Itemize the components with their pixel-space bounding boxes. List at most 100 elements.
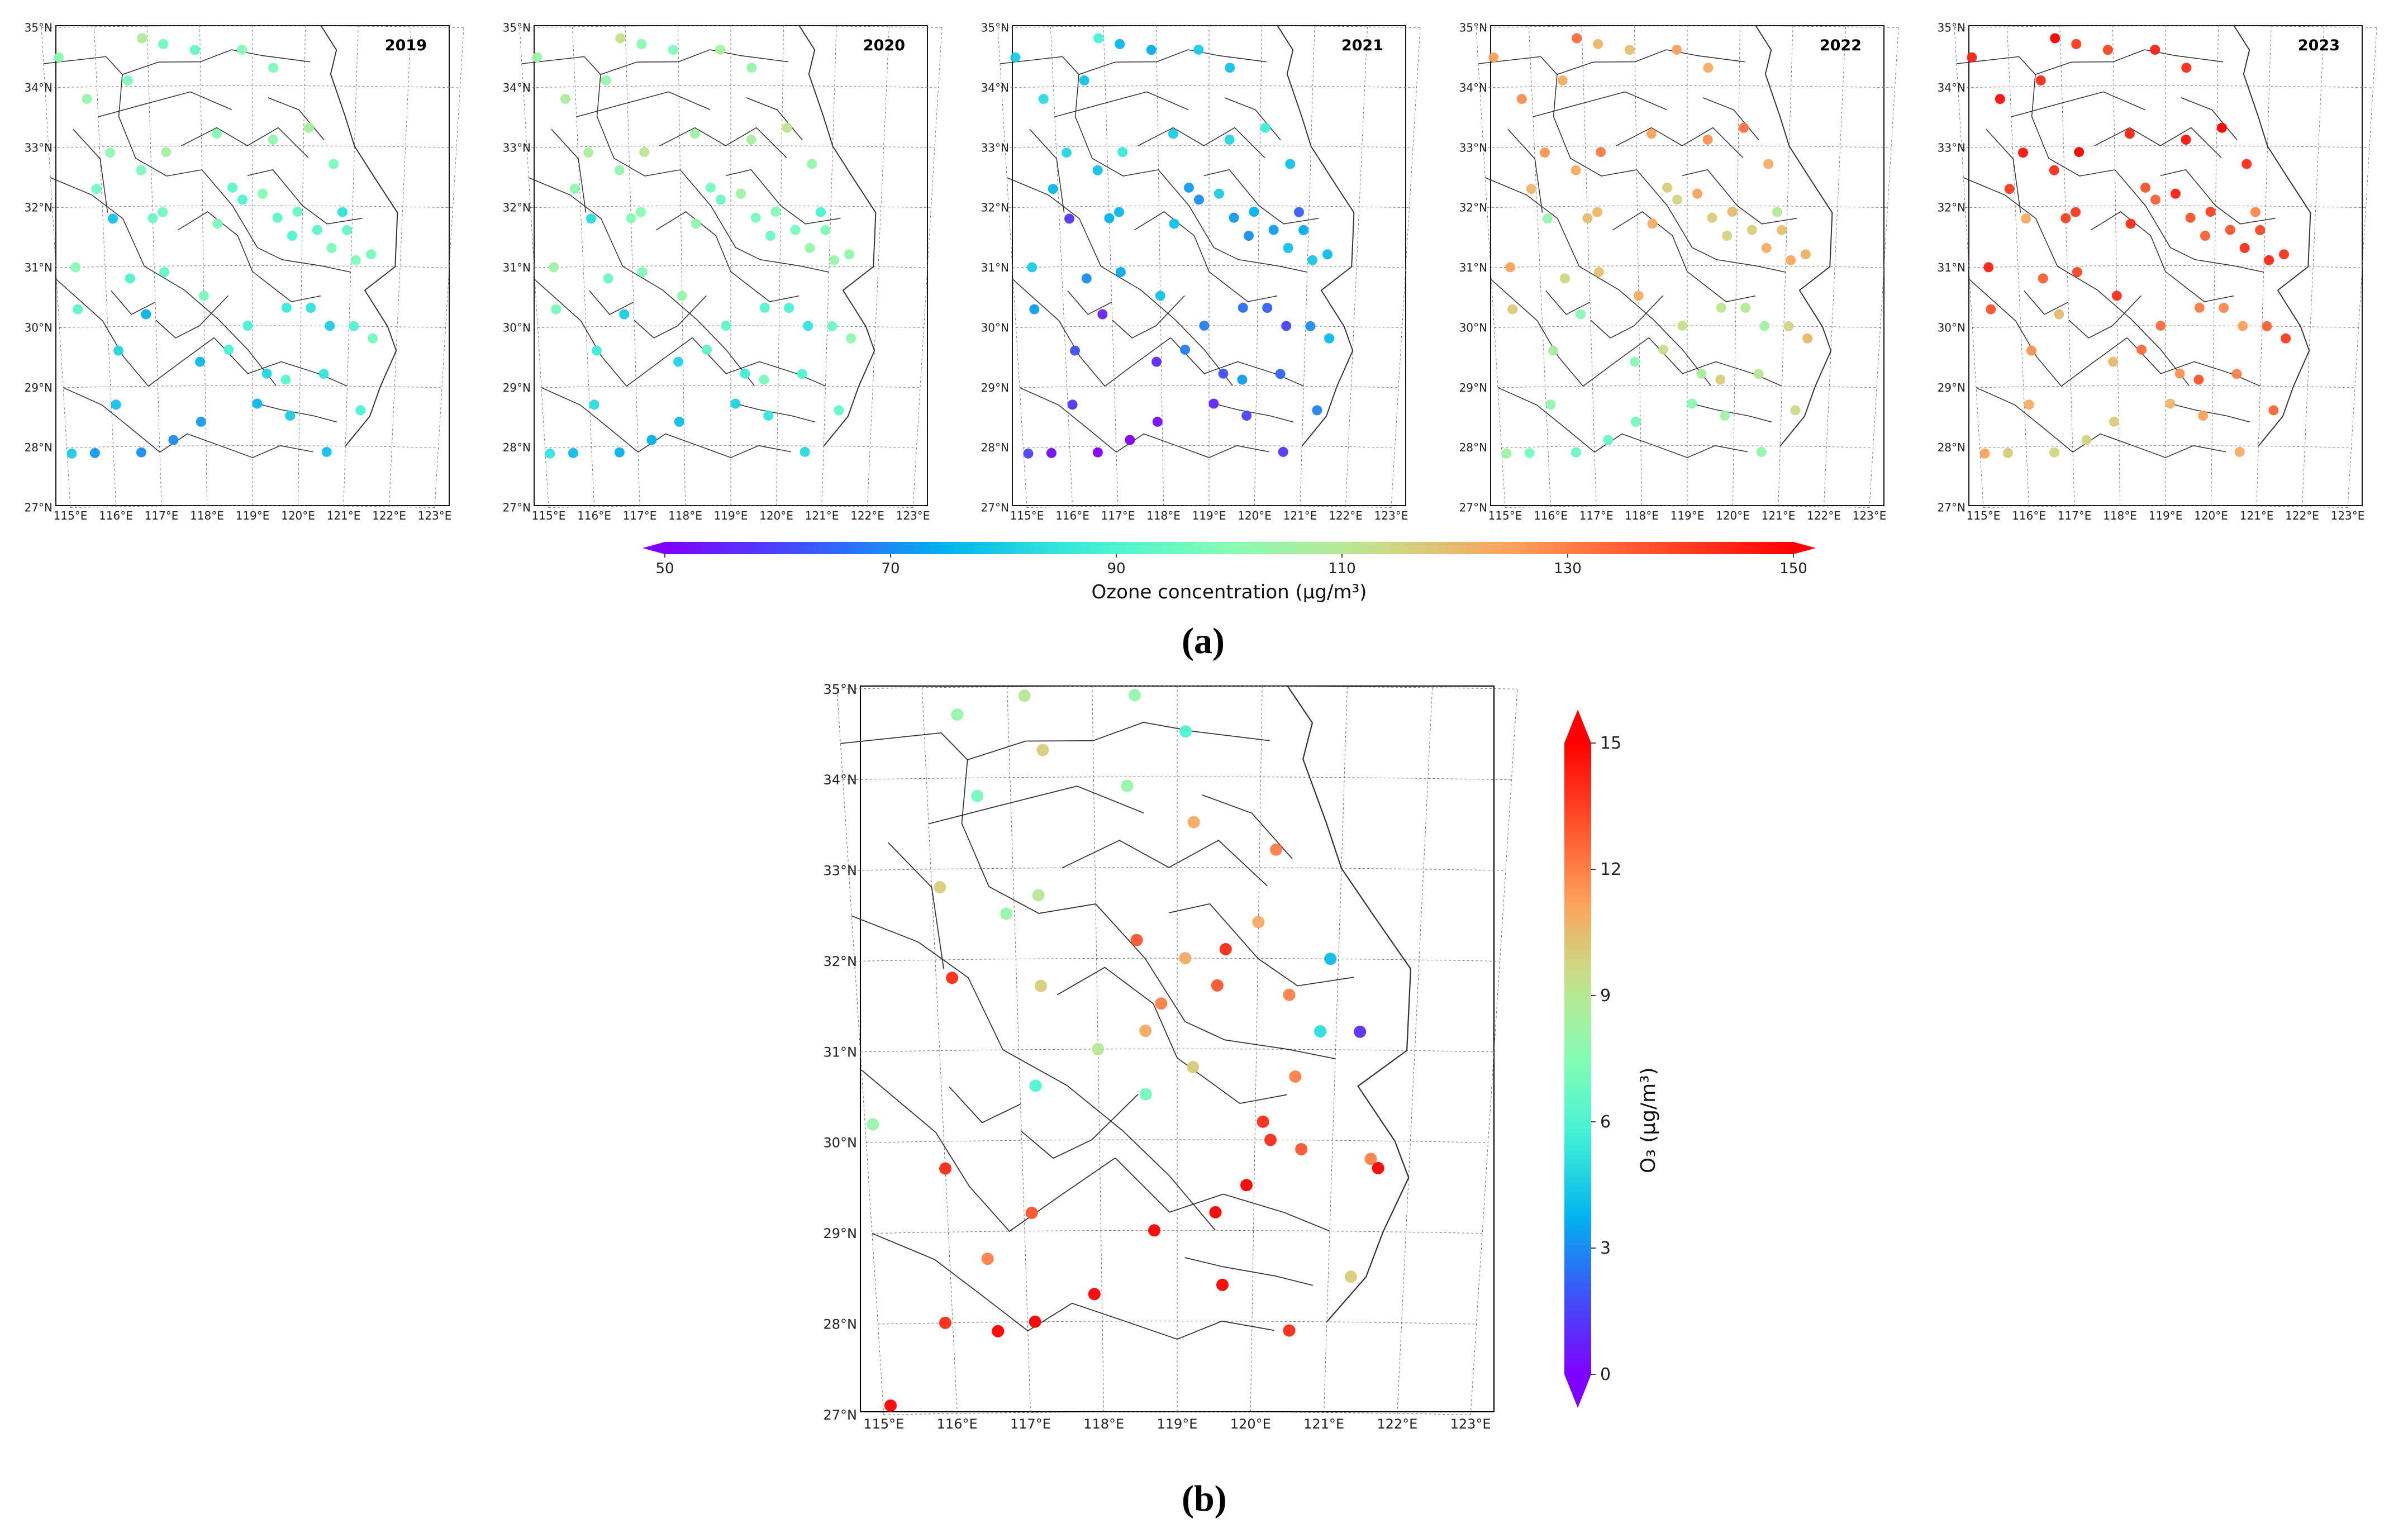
lon-gridline	[2112, 26, 2120, 506]
province-border	[949, 1086, 1021, 1123]
province-border	[534, 279, 693, 387]
lat-gridline	[1019, 385, 1399, 388]
province-border	[1057, 967, 1287, 1104]
lat-tick-label: 28°N	[25, 441, 53, 454]
site-marker	[1727, 207, 1738, 217]
site-marker	[1193, 45, 1204, 55]
colorbar-b: 0 3 6 9 12 15	[1559, 710, 1637, 1408]
lon-tick-label: 122°E	[1807, 509, 1841, 522]
province-border	[576, 91, 711, 117]
province-border	[1134, 211, 1278, 302]
site-marker	[261, 368, 272, 379]
site-marker	[1125, 435, 1135, 445]
lon-gridline	[1324, 687, 1348, 1413]
province-border	[692, 337, 826, 387]
site-marker	[1025, 1207, 1038, 1219]
lon-tick-label: 121°E	[805, 509, 839, 522]
site-marker	[212, 218, 223, 229]
site-marker	[1630, 356, 1640, 367]
map-a-year-2019: 27°N 28°N 29°N 30°N 31°N 32°N 33°N 34°N 35°N 115°…	[11, 21, 464, 528]
lat-tick-label: 27°N	[981, 501, 1009, 515]
site-marker	[807, 159, 817, 169]
site-marker	[1662, 182, 1672, 193]
lat-tick-label: 31°N	[1459, 261, 1487, 274]
site-marker	[673, 356, 684, 367]
lat-tick-label: 33°N	[981, 141, 1009, 154]
site-marker	[1018, 689, 1031, 702]
province-border	[1067, 290, 1112, 315]
province-border	[1692, 403, 1772, 423]
caption-a: (a)	[1182, 620, 1225, 663]
lat-gridline	[1005, 145, 1414, 148]
site-marker	[1983, 262, 1994, 273]
coastline	[1287, 685, 1412, 1322]
lon-tick-label: 120°E	[281, 509, 315, 522]
site-marker	[1092, 447, 1103, 458]
site-marker	[1720, 411, 1730, 421]
lon-tick-label: 115°E	[1010, 509, 1044, 522]
lat-tick-label: 29°N	[1459, 381, 1487, 394]
map-a-graphic: 27°N 28°N 29°N 30°N 31°N 32°N 33°N 34°N 35°N 115°…	[25, 21, 464, 522]
province-border	[1497, 387, 1748, 458]
site-marker	[2281, 333, 2291, 344]
site-marker	[1010, 52, 1021, 63]
site-marker	[2140, 182, 2150, 193]
coastline	[1277, 25, 1355, 447]
province-border	[1702, 97, 1759, 140]
province-border	[1029, 128, 1065, 213]
lon-tick-label: 120°E	[759, 509, 793, 522]
site-marker	[1270, 843, 1282, 856]
site-marker	[2021, 213, 2031, 224]
lon-tick-label: 120°E	[1230, 1416, 1271, 1432]
lon-tick-label: 115°E	[863, 1416, 904, 1432]
coastline	[2233, 25, 2311, 447]
lat-tick-label: 32°N	[1459, 201, 1487, 215]
site-marker	[1121, 779, 1134, 792]
lon-gridline	[1254, 26, 1262, 506]
site-marker	[70, 262, 81, 273]
lat-gridline	[1490, 265, 1884, 268]
lat-tick-label: 28°N	[1938, 441, 1966, 454]
lat-tick-label: 33°N	[1938, 141, 1966, 154]
site-marker	[312, 225, 322, 235]
site-marker	[2198, 411, 2209, 421]
site-marker	[1322, 249, 1333, 260]
site-marker	[237, 194, 248, 205]
site-marker	[1129, 689, 1141, 702]
province-border	[2024, 290, 2069, 315]
site-marker	[2216, 122, 2227, 133]
lat-tick-label: 35°N	[25, 21, 53, 35]
lon-tick-label: 117°E	[1101, 509, 1135, 522]
site-marker	[268, 63, 279, 73]
site-marker	[195, 356, 206, 367]
site-marker	[2054, 309, 2064, 320]
site-marker	[2279, 249, 2289, 260]
site-marker	[1029, 1315, 1041, 1328]
lon-tick-label: 122°E	[1377, 1416, 1417, 1432]
province-border	[2068, 295, 2141, 339]
admin-boundaries	[521, 25, 877, 458]
lat-tick-label: 35°N	[981, 21, 1009, 35]
site-marker	[2171, 188, 2181, 199]
site-marker	[1646, 128, 1657, 139]
lon-tick-label: 122°E	[2285, 509, 2319, 522]
site-marker	[1023, 448, 1034, 459]
site-marker	[1211, 979, 1224, 992]
lat-gridline	[63, 385, 442, 388]
province-border	[178, 211, 321, 302]
site-marker	[1802, 333, 1813, 344]
lon-gridline	[1397, 687, 1433, 1414]
site-marker	[329, 159, 339, 169]
site-marker	[706, 182, 716, 193]
province-border	[1648, 337, 1782, 387]
province-border	[1963, 177, 2190, 386]
site-marker	[1488, 52, 1499, 63]
site-marker	[1225, 63, 1235, 73]
site-marker	[934, 881, 946, 894]
site-marker	[2231, 369, 2242, 379]
province-border	[56, 279, 215, 387]
lat-tick-label: 29°N	[25, 381, 53, 394]
site-marker	[639, 147, 650, 158]
site-marker	[211, 128, 222, 139]
site-marker	[2194, 302, 2205, 313]
